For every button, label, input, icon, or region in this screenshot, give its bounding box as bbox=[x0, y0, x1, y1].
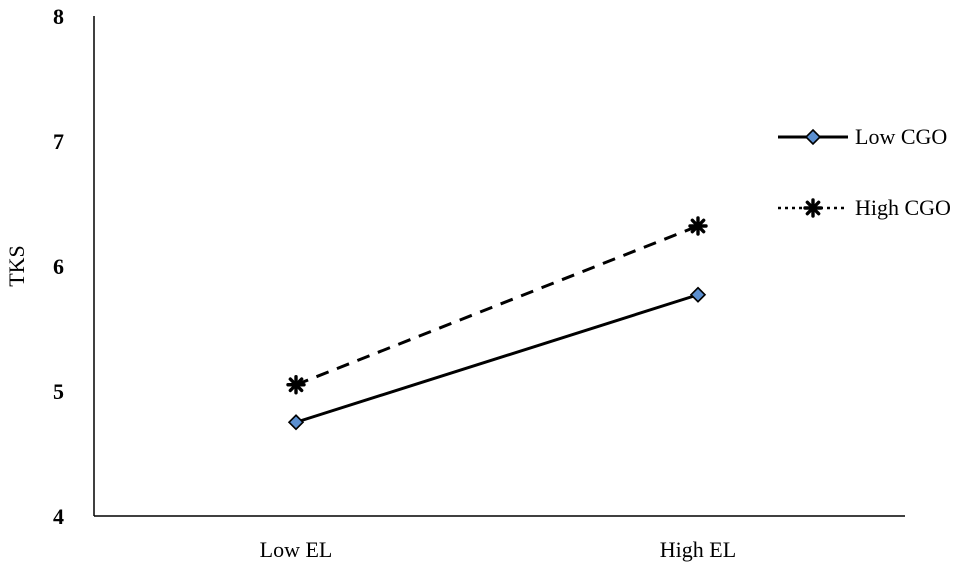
legend-marker bbox=[804, 128, 822, 146]
legend-item: Low CGO bbox=[778, 124, 947, 149]
legend-item: High CGO bbox=[778, 195, 951, 220]
legend-marker bbox=[803, 198, 823, 218]
x-category-label: High EL bbox=[660, 537, 736, 562]
series-line bbox=[295, 293, 699, 424]
x-category-label: Low EL bbox=[260, 537, 333, 562]
series-high-cgo bbox=[286, 216, 708, 395]
data-point bbox=[688, 216, 708, 236]
y-tick-label: 4 bbox=[53, 504, 64, 529]
y-tick-labels: 4 5 6 7 8 bbox=[53, 4, 64, 529]
y-tick-label: 6 bbox=[53, 254, 64, 279]
data-point bbox=[689, 286, 707, 303]
y-tick-label: 7 bbox=[53, 129, 64, 154]
y-tick-label: 8 bbox=[53, 4, 64, 29]
legend: Low CGO High CGO bbox=[778, 124, 951, 220]
y-axis-title: TKS bbox=[4, 245, 29, 287]
y-tick-label: 5 bbox=[53, 379, 64, 404]
series-group bbox=[286, 216, 708, 431]
series-line bbox=[295, 224, 699, 387]
axes bbox=[93, 16, 905, 517]
x-category-labels: Low EL High EL bbox=[260, 537, 737, 562]
series-low-cgo bbox=[287, 286, 707, 431]
data-point bbox=[287, 414, 305, 431]
data-point bbox=[286, 375, 306, 395]
legend-label: Low CGO bbox=[855, 124, 947, 149]
legend-label: High CGO bbox=[855, 195, 951, 220]
